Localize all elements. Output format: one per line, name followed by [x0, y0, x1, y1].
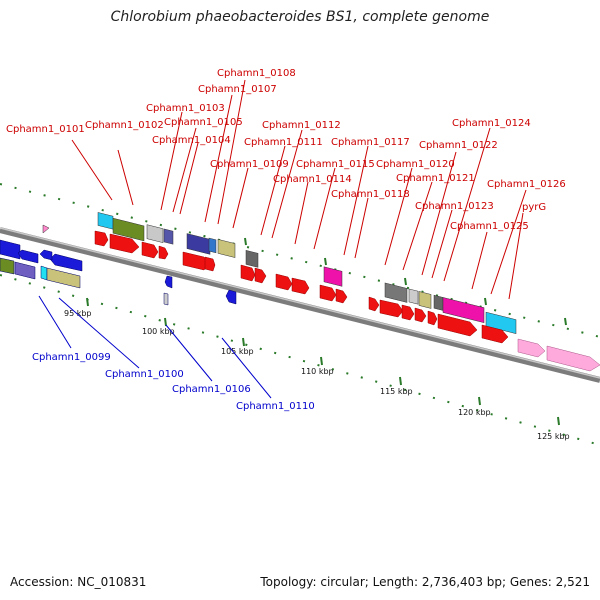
gene-label: Cphamn1_0117 — [331, 137, 410, 148]
reverse-genes — [0, 239, 237, 306]
gene-label: Cphamn1_0099 — [32, 352, 111, 363]
tick-label-125: 125 kbp — [537, 432, 570, 441]
gene-magenta — [323, 266, 343, 287]
genome-backbone-highlight — [0, 227, 600, 379]
gene-label: Cphamn1_0106 — [172, 384, 251, 395]
gene-khaki-2 — [418, 291, 432, 309]
gene-label: Cphamn1_0105 — [164, 117, 243, 128]
gene-grey-2 — [384, 282, 408, 303]
gene-label: Cphamn1_0120 — [376, 159, 455, 170]
gene-darkgrey — [245, 250, 259, 268]
gene-label: pyrG — [522, 202, 546, 213]
genome-summary-text: Topology: circular; Length: 2,736,403 bp… — [260, 575, 590, 589]
gene-cyan — [97, 212, 114, 230]
tick-label-120: 120 kbp — [458, 408, 491, 417]
gene-label: Cphamn1_0124 — [452, 118, 531, 129]
gene-navy — [186, 233, 211, 255]
gene-label: Cphamn1_0103 — [146, 103, 225, 114]
gene-label: Cphamn1_0115 — [296, 159, 375, 170]
gene-lightgrey-2 — [408, 288, 419, 305]
gene-label: Cphamn1_0102 — [85, 120, 164, 131]
gene-label: Cphamn1_0101 — [6, 124, 85, 135]
pink-genes — [517, 338, 600, 372]
gene-slate — [163, 228, 174, 245]
gene-label: Cphamn1_0123 — [415, 201, 494, 212]
reverse-leader-lines — [38, 295, 272, 399]
gene-olive — [112, 217, 145, 242]
accession-text: Accession: NC_010831 — [10, 575, 147, 589]
gene-label: Cphamn1_0125 — [450, 221, 529, 232]
gene-label: Cphamn1_0126 — [487, 179, 566, 190]
gene-magenta-2 — [442, 297, 485, 323]
gene-label: Cphamn1_0114 — [273, 174, 352, 185]
tick-label-105: 105 kbp — [221, 347, 254, 356]
gene-blue-small — [208, 237, 217, 254]
tick-label-95: 95 kbp — [64, 309, 92, 318]
map-title: Chlorobium phaeobacteroides BS1, complet… — [110, 9, 490, 25]
forward-labels: Cphamn1_0101 Cphamn1_0102 Cphamn1_0103 C… — [6, 68, 566, 232]
gene-label: Cphamn1_0109 — [210, 159, 289, 170]
forward-genes — [94, 230, 509, 344]
gene-label: Cphamn1_0100 — [105, 369, 184, 380]
gene-label: Cphamn1_0104 — [152, 135, 231, 146]
outer-genes — [42, 212, 517, 334]
gene-label: Cphamn1_0121 — [396, 173, 475, 184]
tick-labels: 95 kbp 100 kbp 105 kbp 110 kbp 115 kbp 1… — [64, 309, 570, 441]
gene-grey-3 — [433, 294, 444, 311]
gene-label: Cphamn1_0111 — [244, 137, 323, 148]
tick-label-115: 115 kbp — [380, 387, 413, 396]
gene-label: Cphamn1_0122 — [419, 140, 498, 151]
reverse-labels: Cphamn1_0099 Cphamn1_0100 Cphamn1_0106 C… — [32, 352, 315, 412]
gene-lightgrey — [146, 224, 164, 243]
gene-pink-small — [42, 224, 50, 234]
gene-label: Cphamn1_0112 — [262, 120, 341, 131]
gene-label: Cphamn1_0108 — [217, 68, 296, 79]
forward-leader-lines — [71, 79, 527, 300]
gene-label: Cphamn1_0110 — [236, 401, 315, 412]
gene-khaki — [217, 239, 236, 258]
major-ticks — [86, 237, 567, 426]
tick-label-110: 110 kbp — [301, 367, 334, 376]
tick-label-100: 100 kbp — [142, 327, 175, 336]
genome-backbone — [0, 227, 600, 383]
gene-label: Cphamn1_0118 — [331, 189, 410, 200]
gene-label: Cphamn1_0107 — [198, 84, 277, 95]
